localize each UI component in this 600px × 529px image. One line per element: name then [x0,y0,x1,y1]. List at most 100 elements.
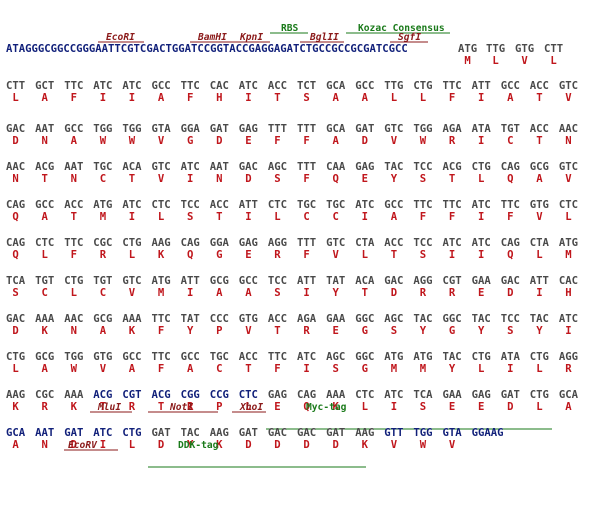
codon: AAA [122,313,142,325]
codon: CGT [122,389,141,401]
codon: GAG [472,389,491,401]
restriction-site-label: KpnI [239,32,263,43]
amino-acid: I [362,211,368,223]
amino-acid: T [71,211,77,223]
amino-acid: Q [507,173,513,185]
restriction-site-label: EcoRV [68,440,98,451]
feature-label: Kozac Consensus [358,23,445,34]
amino-acid: D [245,439,251,451]
codon: CAG [501,237,520,249]
amino-acid: V [565,92,572,104]
amino-acid: E [478,401,484,413]
amino-acid: S [420,249,426,261]
amino-acid: L [42,249,48,261]
codon: TGC [326,199,345,211]
codon: ATC [443,237,462,249]
codon: AAG [210,427,229,439]
amino-acid: E [274,401,280,413]
amino-acid: I [303,363,309,375]
amino-acid: F [303,135,309,147]
codon: GAT [326,427,345,439]
amino-acid: V [100,363,107,375]
amino-acid: A [71,135,78,147]
amino-acid: N [42,439,48,451]
codon: GAT [64,427,83,439]
amino-acid: I [478,249,484,261]
amino-acid: K [129,325,136,337]
amino-acid: S [303,92,309,104]
amino-acid: L [492,55,498,67]
feature-label: Myc-tag [306,402,347,413]
amino-acid: H [565,287,571,299]
codon: CAG [6,237,25,249]
codon: GAC [297,427,316,439]
amino-acid: I [100,92,106,104]
codon: GCC [239,275,258,287]
amino-acid: V [536,211,543,223]
codon: ACG [93,389,112,401]
amino-acid: D [303,439,309,451]
amino-acid: S [420,401,426,413]
feature-label: RBS [281,23,299,34]
amino-acid: V [333,249,340,261]
amino-acid: L [12,363,18,375]
amino-acid: I [391,401,397,413]
amino-acid: M [464,55,470,67]
codon: ACC [530,123,549,135]
codon: GCC [384,199,403,211]
vector-leader-sequence: ATAGGGCGGCCGGGAATTCGTCGACTGGATCCGGTACCGA… [6,43,408,55]
codon: TTG [486,43,505,55]
codon: CAC [210,80,229,92]
amino-acid: P [216,325,222,337]
codon: GAG [239,123,258,135]
codon: ACA [355,275,375,287]
amino-acid: M [391,363,397,375]
amino-acid: L [158,211,164,223]
codon: AAT [64,161,83,173]
codon: ATT [239,199,258,211]
amino-acid: A [216,287,223,299]
codon: AAC [6,161,25,173]
codon: GGA [210,237,230,249]
amino-acid: A [565,401,572,413]
amino-acid: D [333,439,339,451]
codon: CGG [181,389,200,401]
amino-acid: T [216,211,222,223]
codon: TTC [501,199,520,211]
codon: CTG [64,275,83,287]
amino-acid: F [507,211,513,223]
amino-acid: V [391,135,398,147]
codon: AGG [559,351,578,363]
codon: TTC [413,199,432,211]
codon: TTT [297,237,316,249]
codon: ATT [472,80,491,92]
codon: CCC [210,313,229,325]
amino-acid: T [129,173,135,185]
amino-acid: I [507,363,513,375]
amino-acid: Y [449,363,456,375]
amino-acid: T [100,401,106,413]
amino-acid: V [158,135,165,147]
amino-acid: V [565,173,572,185]
codon: GCC [355,80,374,92]
amino-acid: N [71,173,77,185]
codon: ACC [384,237,403,249]
codon: ATC [355,199,374,211]
codon: AAC [64,313,83,325]
amino-acid: K [362,439,369,451]
amino-acid: I [129,211,135,223]
amino-acid: D [391,287,397,299]
codon: ATC [122,80,141,92]
amino-acid: F [303,173,309,185]
codon: AAG [6,389,25,401]
amino-acid: L [536,363,542,375]
restriction-site-label: XhoI [239,402,263,413]
amino-acid: N [12,173,18,185]
codon: TAC [443,351,462,363]
codon: CTA [530,237,550,249]
amino-acid: I [478,92,484,104]
amino-acid: A [507,92,514,104]
amino-acid: E [362,173,368,185]
codon: CTT [544,43,563,55]
amino-acid: L [565,211,571,223]
